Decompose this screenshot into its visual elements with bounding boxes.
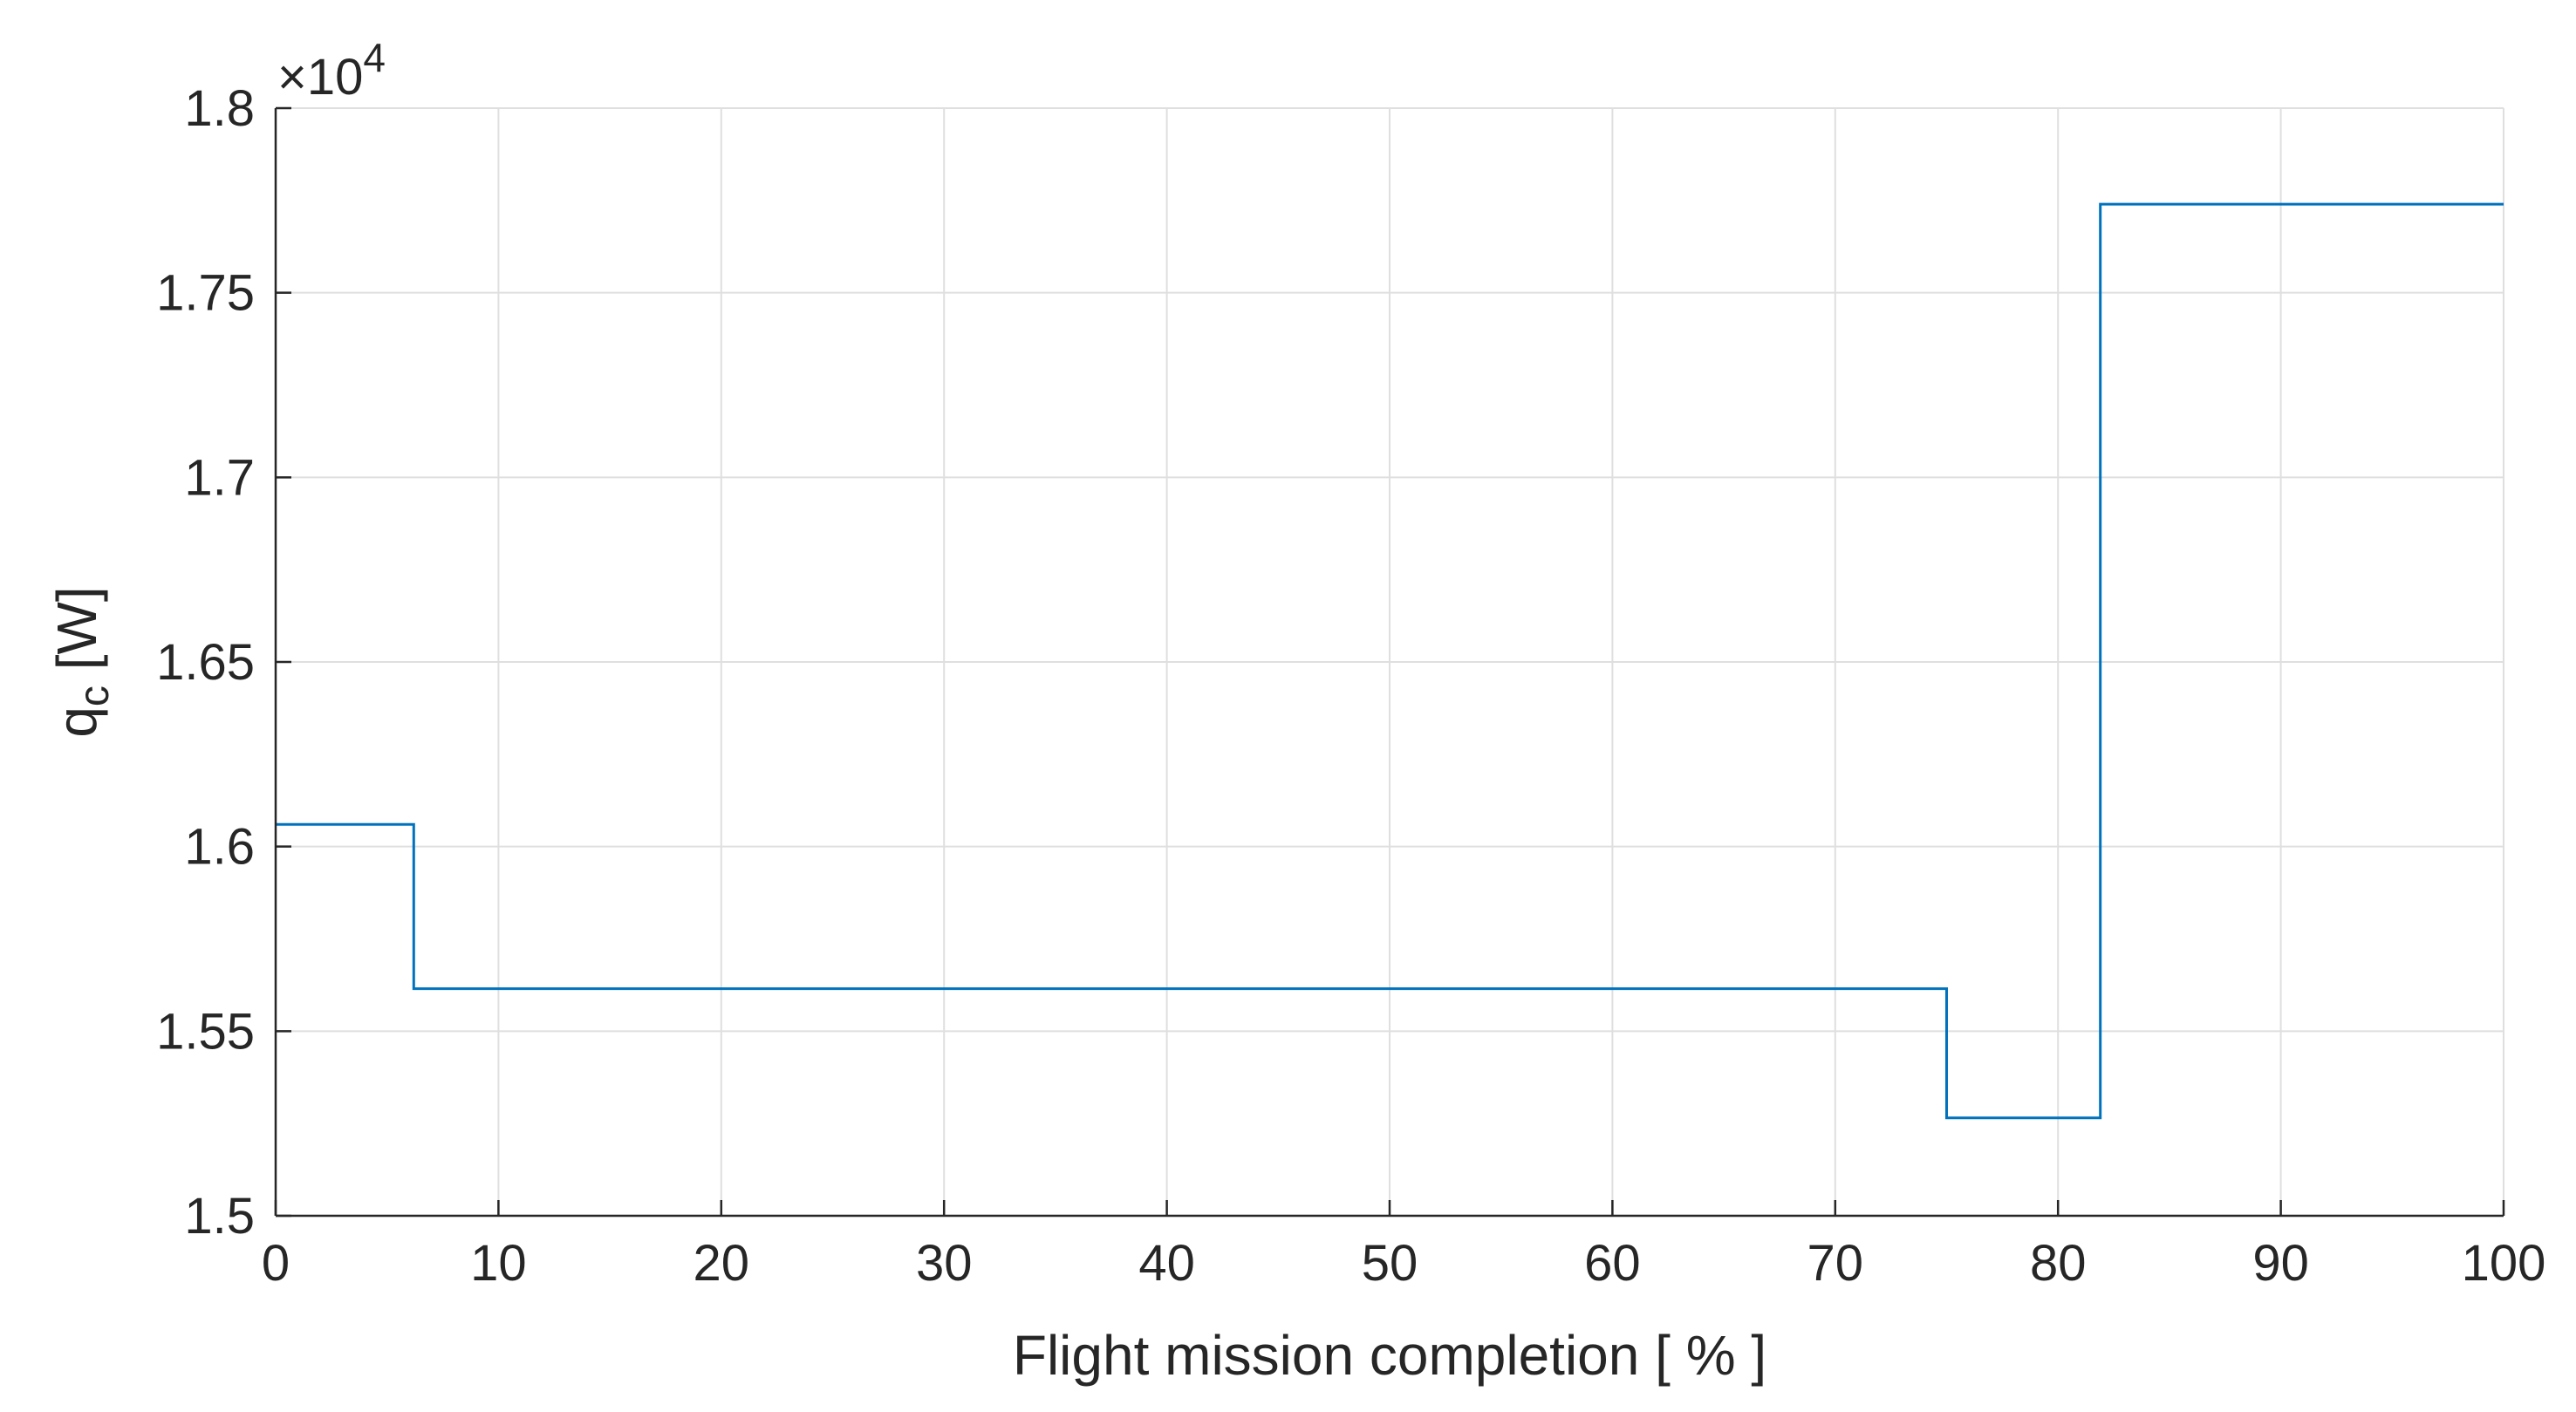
x-tick-label: 0: [262, 1235, 290, 1292]
y-axis-title-main: q: [45, 706, 108, 738]
x-axis-title: Flight mission completion [ % ]: [1013, 1324, 1766, 1387]
grid-lines: [275, 107, 2504, 1217]
x-tick-label: 20: [694, 1235, 750, 1292]
x-tick-label: 60: [1584, 1235, 1641, 1292]
x-tick-label: 50: [1362, 1235, 1418, 1292]
y-tick-label: 1.65: [156, 634, 255, 691]
y-exponent-base: ×10: [277, 49, 363, 106]
x-tick-label: 30: [916, 1235, 973, 1292]
x-tick-label: 70: [1807, 1235, 1864, 1292]
y-tick-label: 1.5: [184, 1188, 255, 1245]
x-tick-label: 80: [2030, 1235, 2087, 1292]
tick-labels: 0 10 20 30 40 50 60 70 80 90 100 1.5 1.55 1.6 1.65 1.7 1…: [156, 80, 2545, 1292]
series-layer: [276, 202, 2504, 1120]
y-tick-label: 1.55: [156, 1003, 255, 1060]
x-tick-label: 100: [2462, 1235, 2546, 1292]
axes: [274, 106, 2505, 1218]
x-tick-label: 90: [2252, 1235, 2309, 1292]
y-tick-label: 1.7: [184, 449, 255, 506]
y-axis-title: qc [W]: [45, 586, 118, 737]
y-tick-label: 1.8: [184, 80, 255, 137]
y-axis-title-unit: [W]: [45, 586, 108, 686]
y-tick-label: 1.6: [184, 819, 255, 876]
y-axis-title-subscript: c: [72, 686, 118, 706]
series-line: [276, 202, 2504, 1120]
y-exponent-power: 4: [363, 35, 386, 80]
y-exponent-label: ×104: [277, 35, 386, 106]
x-tick-label: 40: [1138, 1235, 1195, 1292]
y-tick-label: 1.75: [156, 265, 255, 322]
x-tick-label: 10: [470, 1235, 527, 1292]
